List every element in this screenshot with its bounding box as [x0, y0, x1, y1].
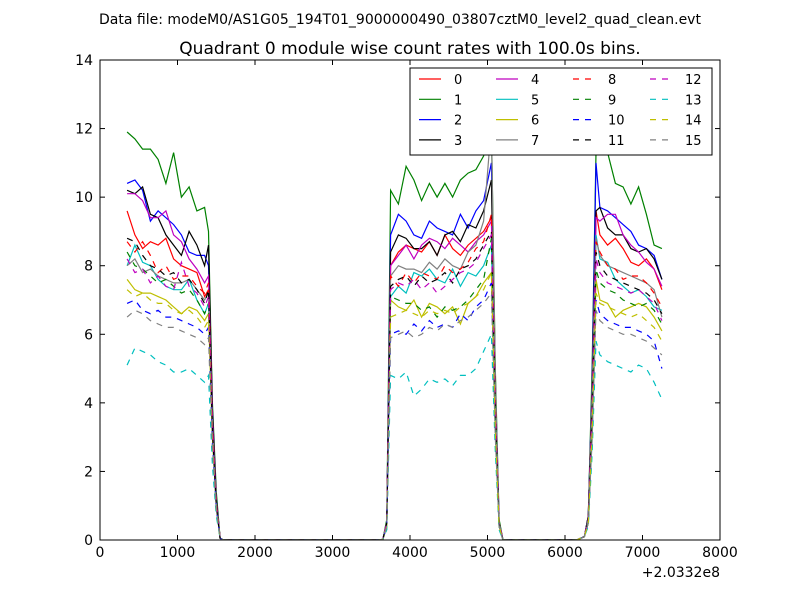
series-line-4: [127, 193, 663, 540]
legend-label-7: 7: [531, 134, 539, 149]
series-line-10: [126, 282, 663, 540]
series-line-5: [126, 234, 663, 540]
series-line-13: [126, 334, 663, 540]
x-tick-label: 1000: [160, 545, 196, 561]
legend-label-2: 2: [454, 114, 462, 129]
y-tick-label: 10: [75, 190, 93, 206]
x-tick-label: 7000: [625, 545, 661, 561]
x-tick-label: 0: [96, 545, 105, 561]
axes-layer: 0 1000 2000 3000 4000 5000 6000 7000 80000246810…: [75, 53, 738, 561]
legend-label-5: 5: [531, 93, 539, 108]
legend-label-6: 6: [531, 114, 539, 129]
legend-box: [409, 67, 713, 156]
legend-label-0: 0: [454, 73, 462, 88]
series-line-2: [126, 162, 663, 540]
y-tick-label: 0: [84, 533, 93, 549]
y-tick-label: 4: [84, 396, 93, 412]
y-tick-label: 2: [84, 464, 93, 480]
figure-suptitle: Data file: modeM0/AS1G05_194T01_90000004…: [99, 12, 701, 28]
series-line-6: [126, 270, 663, 540]
legend-label-9: 9: [608, 93, 616, 108]
legend-label-4: 4: [531, 73, 539, 88]
legend-label-15: 15: [685, 134, 702, 149]
y-tick-label: 6: [84, 327, 93, 343]
legend-label-14: 14: [685, 114, 702, 129]
y-tick-label: 12: [75, 122, 93, 138]
x-axis-offset-label: +2.0332e8: [642, 565, 720, 581]
legend-label-8: 8: [608, 73, 616, 88]
series-layer: [126, 124, 663, 540]
series-line-12: [126, 232, 663, 540]
legend-label-12: 12: [685, 73, 702, 88]
chart-title: Quadrant 0 module wise count rates with …: [179, 39, 640, 59]
y-tick-label: 14: [75, 53, 93, 69]
x-tick-label: 8000: [702, 545, 738, 561]
series-line-9: [126, 238, 663, 540]
x-tick-label: 3000: [315, 545, 351, 561]
legend-label-1: 1: [454, 93, 462, 108]
legend-label-13: 13: [685, 93, 702, 108]
legend-label-11: 11: [608, 134, 625, 149]
legend-label-3: 3: [454, 134, 462, 149]
series-line-3: [126, 179, 663, 540]
series-line-14: [126, 272, 663, 540]
legend-label-10: 10: [608, 114, 625, 129]
x-tick-label: 5000: [470, 545, 506, 561]
y-tick-label: 8: [84, 259, 93, 275]
x-tick-label: 6000: [547, 545, 583, 561]
x-tick-label: 4000: [392, 545, 428, 561]
x-tick-label: 2000: [237, 545, 273, 561]
